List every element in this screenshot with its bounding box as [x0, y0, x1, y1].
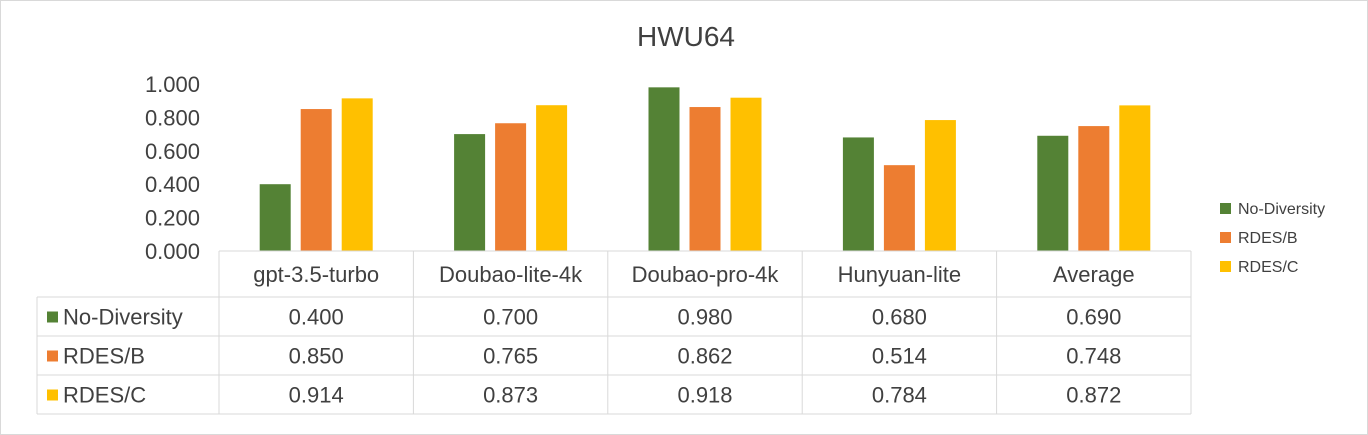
table-cell-value: 0.680	[872, 305, 927, 330]
table-cell-value: 0.400	[289, 305, 344, 330]
legend-swatch	[1220, 203, 1231, 214]
table-cell-value: 0.700	[483, 305, 538, 330]
table-cell-value: 0.850	[289, 344, 344, 369]
bar-rdes-b	[300, 109, 332, 251]
row-series-name: No-Diversity	[63, 305, 183, 330]
y-tick-label: 0.800	[145, 105, 200, 130]
table-cell-value: 0.914	[289, 383, 344, 408]
bar-rdes-c	[730, 97, 762, 251]
legend: No-Diversity RDES/B RDES/C	[1220, 201, 1325, 276]
chart-title: HWU64	[637, 21, 735, 52]
table-cell-value: 0.872	[1066, 383, 1121, 408]
y-tick-label: 0.000	[145, 239, 200, 264]
legend-label: No-Diversity	[1238, 201, 1325, 218]
row-legend-key	[47, 311, 58, 323]
table-cell-value: 0.514	[872, 344, 927, 369]
table-cell-value: 0.980	[677, 305, 732, 330]
bar-no-diversity	[1037, 135, 1069, 251]
row-legend-key	[47, 389, 58, 401]
bar-no-diversity	[259, 184, 291, 251]
y-axis: 0.000 0.200 0.400 0.600 0.800 1.000	[145, 72, 200, 264]
legend-label: RDES/C	[1238, 259, 1298, 276]
bar-rdes-c	[1119, 105, 1151, 251]
table-cell-value: 0.784	[872, 383, 927, 408]
bar-rdes-b	[689, 107, 721, 252]
category-label: Hunyuan-lite	[838, 262, 962, 287]
category-label: Doubao-lite-4k	[439, 262, 583, 287]
table-cell-value: 0.748	[1066, 344, 1121, 369]
y-tick-label: 0.400	[145, 172, 200, 197]
bar-rdes-b	[883, 165, 915, 251]
y-tick-label: 0.600	[145, 139, 200, 164]
bar-no-diversity	[648, 87, 680, 251]
legend-swatch	[1220, 232, 1231, 243]
category-label: gpt-3.5-turbo	[253, 262, 379, 287]
legend-label: RDES/B	[1238, 230, 1298, 247]
table-cell-value: 0.918	[677, 383, 732, 408]
bar-rdes-c	[341, 98, 373, 251]
row-series-name: RDES/C	[63, 383, 146, 408]
bar-rdes-b	[1078, 126, 1110, 251]
bar-no-diversity	[842, 137, 874, 251]
table-cell-value: 0.765	[483, 344, 538, 369]
y-tick-label: 0.200	[145, 206, 200, 231]
row-legend-key	[47, 350, 58, 362]
bars	[259, 87, 1151, 252]
bar-rdes-c	[536, 105, 568, 251]
table-cell-value: 0.873	[483, 383, 538, 408]
table-cell-value: 0.690	[1066, 305, 1121, 330]
bar-rdes-c	[924, 120, 956, 252]
legend-swatch	[1220, 261, 1231, 272]
data-table: gpt-3.5-turbo Doubao-lite-4k Doubao-pro-4k…	[36, 250, 1192, 415]
category-label: Average	[1053, 262, 1135, 287]
table-cell-value: 0.862	[677, 344, 732, 369]
bar-rdes-b	[495, 123, 527, 251]
bar-no-diversity	[454, 134, 486, 251]
category-label: Doubao-pro-4k	[632, 262, 780, 287]
row-series-name: RDES/B	[63, 344, 145, 369]
y-tick-label: 1.000	[145, 72, 200, 97]
